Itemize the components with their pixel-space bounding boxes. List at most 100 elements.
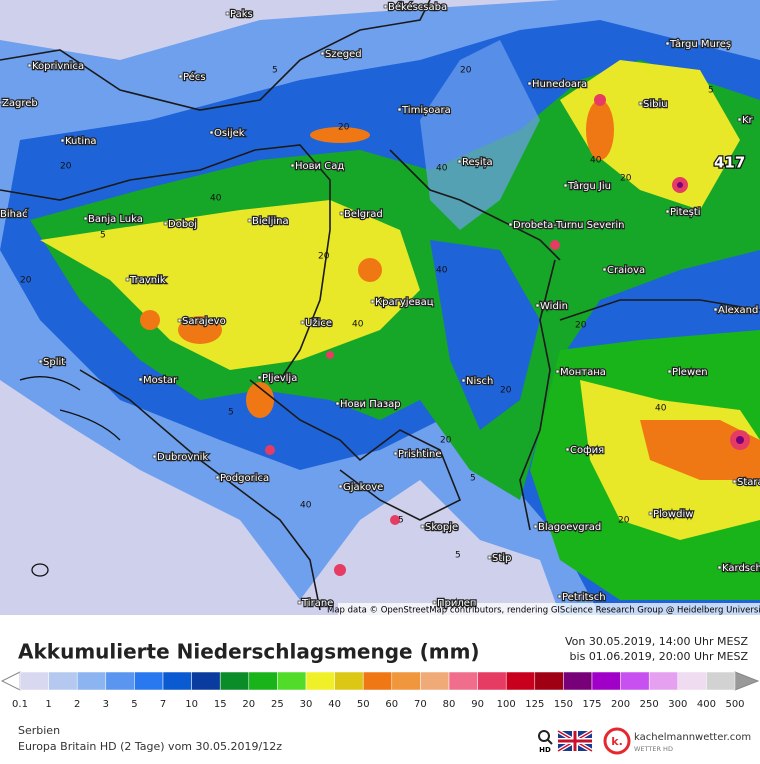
color-bin (162, 671, 192, 691)
city-marker (338, 484, 343, 489)
city-marker (565, 447, 570, 452)
contour-label: 20 (460, 66, 472, 76)
city-label: Užice (305, 317, 332, 329)
city-marker (320, 51, 325, 56)
city-marker (713, 307, 718, 312)
city-marker (38, 359, 43, 364)
city-marker (138, 377, 143, 382)
legend-value: 50 (357, 699, 370, 710)
color-bin (362, 671, 393, 691)
contour-label: 20 (618, 516, 630, 526)
city-label: Podgorica (220, 473, 269, 484)
city-marker (563, 183, 568, 188)
city-marker (557, 594, 562, 599)
legend-value: 90 (471, 699, 484, 710)
city-marker (555, 369, 560, 374)
zoom-button[interactable]: HD (538, 730, 553, 754)
city-label: Târgu Jiu (567, 180, 611, 192)
contour-label: 5 (470, 474, 476, 484)
city-marker (638, 101, 643, 106)
color-bin (534, 671, 564, 691)
color-bin (134, 671, 164, 691)
contour-label: 5 (228, 408, 234, 418)
city-marker (737, 117, 742, 122)
under-arrow (0, 671, 21, 691)
city-marker (152, 454, 157, 459)
legend-title: Akkumulierte Niederschlagsmenge (mm) (18, 640, 480, 664)
city-label: Нови Пазар (340, 399, 401, 410)
city-label: Stara (737, 477, 760, 488)
city-label: София (570, 445, 604, 456)
contour-label: 5 (708, 86, 714, 96)
city-label: Dubrovnik (157, 452, 208, 463)
city-label: Nisch (466, 376, 493, 387)
brand-logo[interactable]: k. kachelmannwetter.com WETTER HD (603, 727, 751, 755)
contour-label: 20 (620, 174, 632, 184)
contour-label: 20 (338, 123, 350, 133)
language-flag[interactable] (556, 729, 594, 753)
city-marker (665, 41, 670, 46)
contour-label: 20 (20, 276, 32, 286)
city-label: Bihać (0, 208, 28, 220)
city-label: Szeged (325, 49, 362, 60)
legend-value: 70 (414, 699, 427, 710)
city-label: Travnik (129, 275, 166, 286)
city-marker (717, 565, 722, 570)
legend-value: 125 (525, 699, 544, 710)
contour-label: 5 (455, 551, 461, 561)
city-marker (527, 81, 532, 86)
city-marker (602, 267, 607, 272)
city-marker (60, 138, 65, 143)
legend-value: 40 (328, 699, 341, 710)
zoom-label: HD (539, 746, 551, 754)
city-label: Skopje (425, 522, 458, 533)
city-label: Prishtine (398, 449, 441, 460)
city-marker (335, 401, 340, 406)
color-bin (305, 671, 335, 691)
city-label: Tirane (301, 598, 333, 609)
legend-value: 30 (300, 699, 313, 710)
city-marker (339, 211, 344, 216)
city-marker (732, 479, 737, 484)
contour-label: 5 (398, 516, 404, 526)
legend-value: 80 (443, 699, 456, 710)
contour-label: 40 (352, 320, 364, 330)
brand: kachelmannwetter.com (634, 732, 751, 743)
city-label: Widin (540, 301, 568, 312)
contour-label: 40 (436, 266, 448, 276)
color-bin (76, 671, 107, 691)
color-bin (248, 671, 278, 691)
city-label: Pljevlja (262, 373, 297, 384)
legend-value: 200 (611, 699, 630, 710)
legend-value: 175 (582, 699, 601, 710)
color-bin (648, 671, 679, 691)
city-label: Bieljina (252, 216, 289, 227)
city-marker (247, 218, 252, 223)
city-marker (533, 524, 538, 529)
legend-value: 25 (271, 699, 284, 710)
color-bin (191, 671, 221, 691)
city-label: Reșița (462, 157, 493, 168)
city-marker (370, 299, 375, 304)
city-marker (297, 600, 302, 605)
period-to: bis 01.06.2019, 20:00 Uhr MESZ (570, 650, 749, 663)
logo-text: k. (611, 735, 623, 748)
color-bin (448, 671, 478, 691)
city-label: Монтана (560, 367, 606, 378)
city-label: Split (43, 357, 65, 368)
city-marker (209, 130, 214, 135)
city-label: Крагујевац (375, 296, 434, 308)
city-label: Plewen (672, 367, 708, 378)
legend-value: 250 (640, 699, 659, 710)
city-label: Koprivnica (32, 61, 84, 72)
city-label: Petritsch (562, 592, 606, 603)
city-marker (667, 369, 672, 374)
city-marker (665, 209, 670, 214)
color-bin (477, 671, 507, 691)
legend-value: 300 (668, 699, 687, 710)
city-marker (535, 303, 540, 308)
city-marker (163, 221, 168, 226)
city-label: Blagoevgrad (538, 522, 601, 533)
